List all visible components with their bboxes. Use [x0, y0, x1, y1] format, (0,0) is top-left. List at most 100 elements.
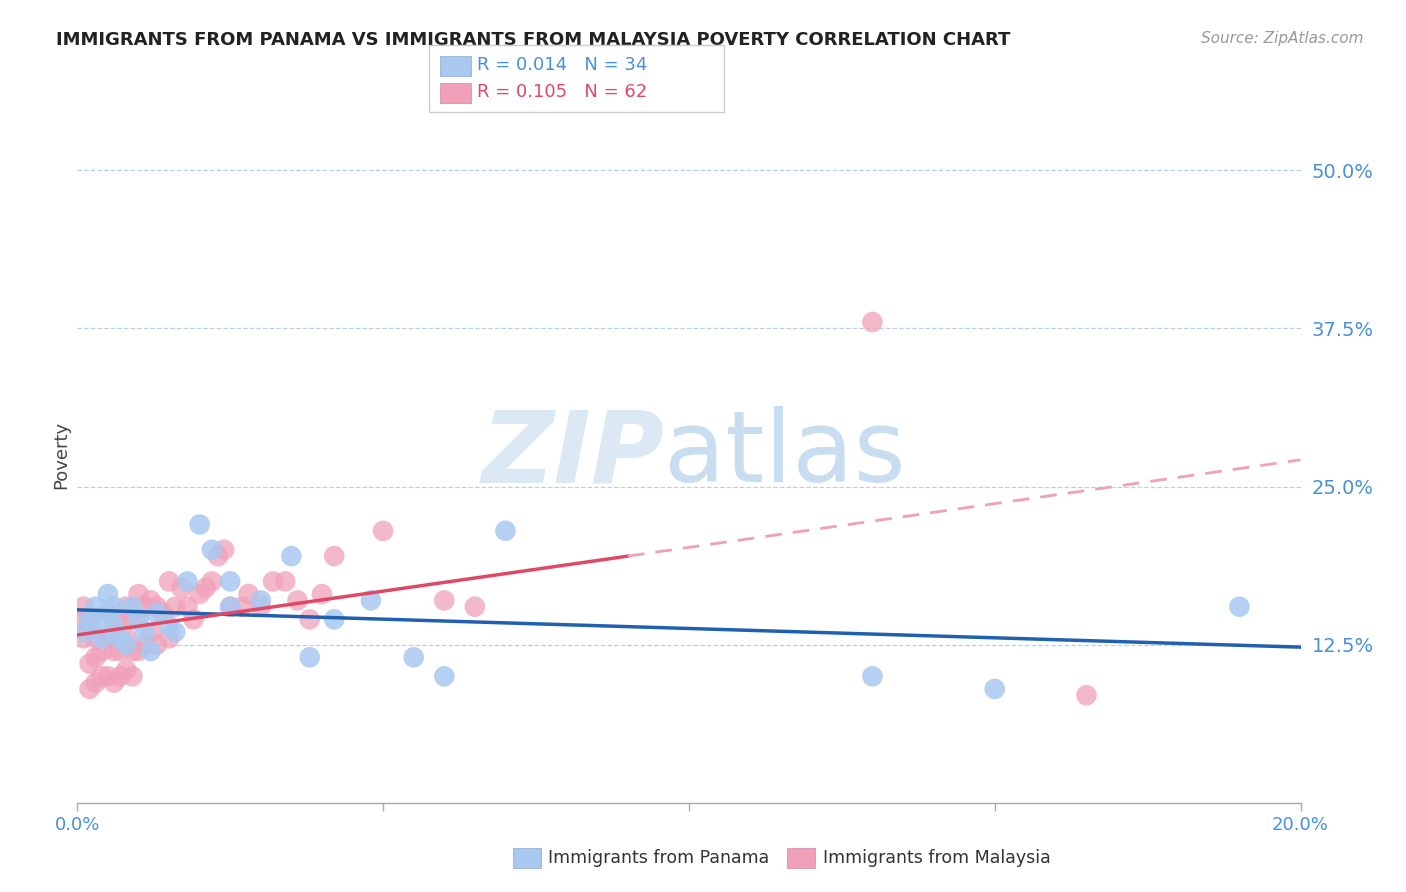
Point [84, 599, 107, 614]
Point [250, 599, 273, 614]
Point [274, 574, 297, 589]
Point [152, 606, 174, 620]
Point [165, 625, 187, 640]
Point [90, 632, 112, 646]
Point [134, 625, 156, 640]
Point [121, 612, 143, 626]
Point [97, 587, 120, 601]
Point [84, 650, 107, 665]
Point [90, 644, 112, 658]
Point [79, 618, 101, 632]
Point [371, 524, 394, 538]
Point [139, 593, 162, 607]
Point [323, 612, 346, 626]
Point [176, 599, 198, 614]
Point [97, 632, 120, 646]
Point [433, 669, 456, 683]
Point [862, 669, 884, 683]
Point [298, 612, 321, 626]
Point [219, 574, 242, 589]
Point [108, 669, 131, 683]
Point [103, 644, 125, 658]
Point [97, 669, 120, 683]
Point [201, 574, 224, 589]
Point [262, 574, 284, 589]
Point [127, 612, 149, 626]
Point [121, 669, 143, 683]
Y-axis label: Poverty: Poverty [52, 421, 70, 489]
Point [157, 632, 180, 646]
Point [165, 599, 187, 614]
Point [219, 599, 242, 614]
Point [115, 638, 138, 652]
Point [212, 542, 235, 557]
Point [84, 618, 107, 632]
Point [157, 574, 180, 589]
Point [72, 612, 94, 626]
Point [176, 574, 198, 589]
Point [188, 517, 211, 532]
Point [121, 599, 143, 614]
Point [201, 542, 224, 557]
Point [433, 593, 456, 607]
Point [323, 549, 346, 563]
Point [108, 644, 131, 658]
Text: Immigrants from Panama: Immigrants from Panama [548, 849, 769, 867]
Point [464, 599, 486, 614]
Point [72, 632, 94, 646]
Point [495, 524, 517, 538]
Point [103, 612, 125, 626]
Point [1229, 599, 1251, 614]
Text: R = 0.014   N = 34: R = 0.014 N = 34 [477, 56, 647, 74]
Point [103, 599, 125, 614]
Point [219, 599, 242, 614]
Point [115, 599, 138, 614]
Text: ZIP: ZIP [481, 407, 665, 503]
Point [115, 663, 138, 677]
Text: 20.0%: 20.0% [1272, 816, 1329, 834]
Text: R = 0.105   N = 62: R = 0.105 N = 62 [477, 83, 647, 101]
Point [360, 593, 382, 607]
Point [108, 632, 131, 646]
Point [183, 612, 205, 626]
Point [984, 681, 1007, 696]
Point [134, 599, 156, 614]
Point [97, 606, 120, 620]
Point [121, 644, 143, 658]
Point [103, 675, 125, 690]
Point [115, 632, 138, 646]
Point [298, 650, 321, 665]
Point [157, 618, 180, 632]
Point [311, 587, 333, 601]
Point [134, 638, 156, 652]
Point [97, 606, 120, 620]
Point [127, 587, 149, 601]
Point [146, 606, 169, 620]
Point [287, 593, 309, 607]
Point [402, 650, 425, 665]
Point [231, 599, 253, 614]
Point [79, 681, 101, 696]
Point [79, 657, 101, 671]
Point [79, 612, 101, 626]
Point [188, 587, 211, 601]
Text: Source: ZipAtlas.com: Source: ZipAtlas.com [1201, 31, 1364, 46]
Point [139, 644, 162, 658]
Point [90, 669, 112, 683]
Point [1076, 688, 1098, 702]
Point [84, 632, 107, 646]
Text: Immigrants from Malaysia: Immigrants from Malaysia [823, 849, 1050, 867]
Point [146, 599, 169, 614]
Point [103, 618, 125, 632]
Point [170, 581, 193, 595]
Text: atlas: atlas [665, 407, 905, 503]
Point [280, 549, 302, 563]
Point [127, 612, 149, 626]
Point [238, 587, 260, 601]
Point [207, 549, 229, 563]
Text: 0.0%: 0.0% [55, 816, 100, 834]
Point [84, 675, 107, 690]
Point [127, 644, 149, 658]
Point [72, 625, 94, 640]
Point [72, 599, 94, 614]
